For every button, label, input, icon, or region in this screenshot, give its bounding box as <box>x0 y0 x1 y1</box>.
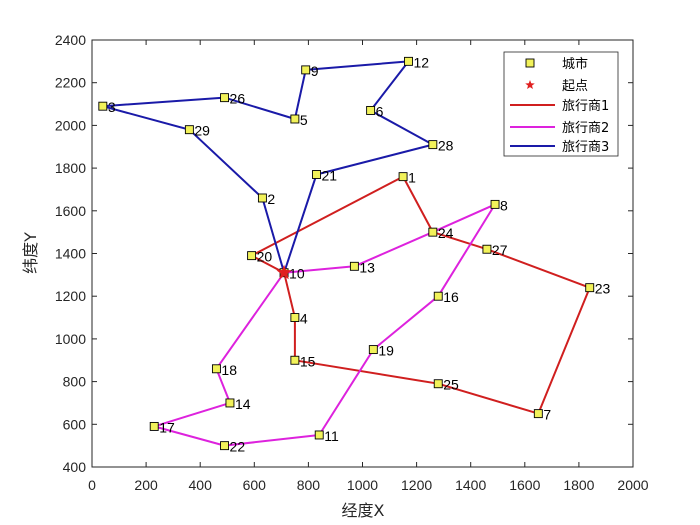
x-tick-label: 1200 <box>401 477 432 493</box>
y-tick-label: 1400 <box>55 246 86 262</box>
legend-series-2-label: 旅行商2 <box>562 121 609 136</box>
city-marker <box>404 56 413 66</box>
city-label: 6 <box>376 103 384 119</box>
x-tick-label: 1600 <box>509 477 540 493</box>
city-marker <box>98 101 108 111</box>
route-line-2 <box>153 203 496 447</box>
city-label: 18 <box>221 362 237 378</box>
y-axis-label: 纬度Y <box>21 232 40 274</box>
y-tick-label: 1800 <box>55 160 86 176</box>
x-tick-label: 200 <box>134 477 158 493</box>
city-marker <box>184 125 194 135</box>
legend-city-label: 城市 <box>562 56 588 72</box>
city-label: 29 <box>194 123 210 139</box>
start-marker <box>276 264 292 280</box>
y-tick-label: 1200 <box>55 288 86 304</box>
x-axis-label: 经度X <box>342 501 385 520</box>
city-label: 27 <box>492 242 508 258</box>
city-label: 10 <box>289 266 305 282</box>
axes-layer: 0 200 400 600 800 1000 1200 1400 1600 1800 2000400… <box>55 32 649 493</box>
city-marker <box>247 251 257 261</box>
city-label: 8 <box>500 197 508 213</box>
city-marker <box>301 65 311 75</box>
city-marker <box>220 441 229 451</box>
y-tick-label: 600 <box>63 416 87 432</box>
city-label: 22 <box>230 439 246 455</box>
city-marker <box>312 170 321 179</box>
x-tick-label: 800 <box>297 477 321 493</box>
city-label: 3 <box>108 99 116 115</box>
city-label: 14 <box>235 396 251 412</box>
y-tick-label: 1600 <box>55 203 86 219</box>
city-marker <box>211 364 221 374</box>
city-marker <box>428 227 438 237</box>
city-label: 23 <box>595 281 611 297</box>
city-marker <box>220 93 229 103</box>
legend-start-label: 起点 <box>562 79 588 94</box>
city-label: 16 <box>443 289 459 305</box>
x-tick-label: 600 <box>243 477 267 493</box>
y-tick-label: 400 <box>63 459 87 475</box>
legend: 城市 起点 旅行商1 旅行商2 旅行商3 <box>503 51 619 157</box>
city-marker <box>290 313 300 322</box>
city-label: 25 <box>443 377 459 393</box>
city-marker <box>257 193 267 203</box>
legend-start-marker <box>525 80 535 90</box>
y-tick-label: 2000 <box>55 117 86 133</box>
x-tick-label: 0 <box>88 477 96 493</box>
city-marker <box>290 114 300 124</box>
city-label: 4 <box>300 311 308 327</box>
y-tick-label: 2400 <box>55 32 86 48</box>
legend-city-marker <box>525 58 535 68</box>
city-label: 13 <box>359 259 375 275</box>
city-marker <box>368 345 378 355</box>
city-label: 9 <box>311 63 319 79</box>
x-tick-label: 2000 <box>617 477 648 493</box>
legend-series-3-label: 旅行商3 <box>562 140 609 155</box>
city-label: 19 <box>378 343 394 359</box>
city-marker <box>428 140 438 150</box>
city-marker <box>585 283 595 293</box>
city-label: 15 <box>300 353 316 369</box>
city-marker <box>314 430 324 440</box>
city-marker <box>349 261 359 271</box>
legend-series-1-label: 旅行商1 <box>562 99 609 114</box>
y-tick-label: 800 <box>63 374 87 390</box>
x-tick-label: 1000 <box>347 477 378 493</box>
x-tick-label: 1400 <box>455 477 486 493</box>
markers-layer: 1234567891011121314151617181920212223242… <box>98 54 611 455</box>
route-line-3 <box>101 60 434 274</box>
city-label: 2 <box>267 191 275 207</box>
city-marker <box>433 291 443 301</box>
city-marker <box>290 355 300 365</box>
city-marker <box>366 106 376 115</box>
city-marker <box>533 409 543 419</box>
city-label: 12 <box>413 54 429 70</box>
city-label: 11 <box>324 428 339 444</box>
city-marker <box>149 421 159 431</box>
city-label: 17 <box>159 419 175 435</box>
city-label: 20 <box>257 249 273 265</box>
city-marker <box>482 244 492 254</box>
city-marker <box>398 172 408 182</box>
city-label: 21 <box>322 168 338 184</box>
city-label: 1 <box>408 170 416 186</box>
y-tick-label: 2200 <box>55 75 86 91</box>
city-marker <box>225 398 235 408</box>
city-label: 28 <box>438 138 454 154</box>
city-marker <box>433 379 443 389</box>
city-label: 24 <box>438 225 454 241</box>
city-marker <box>490 199 500 209</box>
y-tick-label: 1000 <box>55 331 86 347</box>
x-tick-label: 1800 <box>563 477 594 493</box>
city-label: 5 <box>300 112 308 128</box>
x-tick-label: 400 <box>189 477 213 493</box>
city-label: 26 <box>230 91 246 107</box>
city-label: 7 <box>543 407 551 423</box>
